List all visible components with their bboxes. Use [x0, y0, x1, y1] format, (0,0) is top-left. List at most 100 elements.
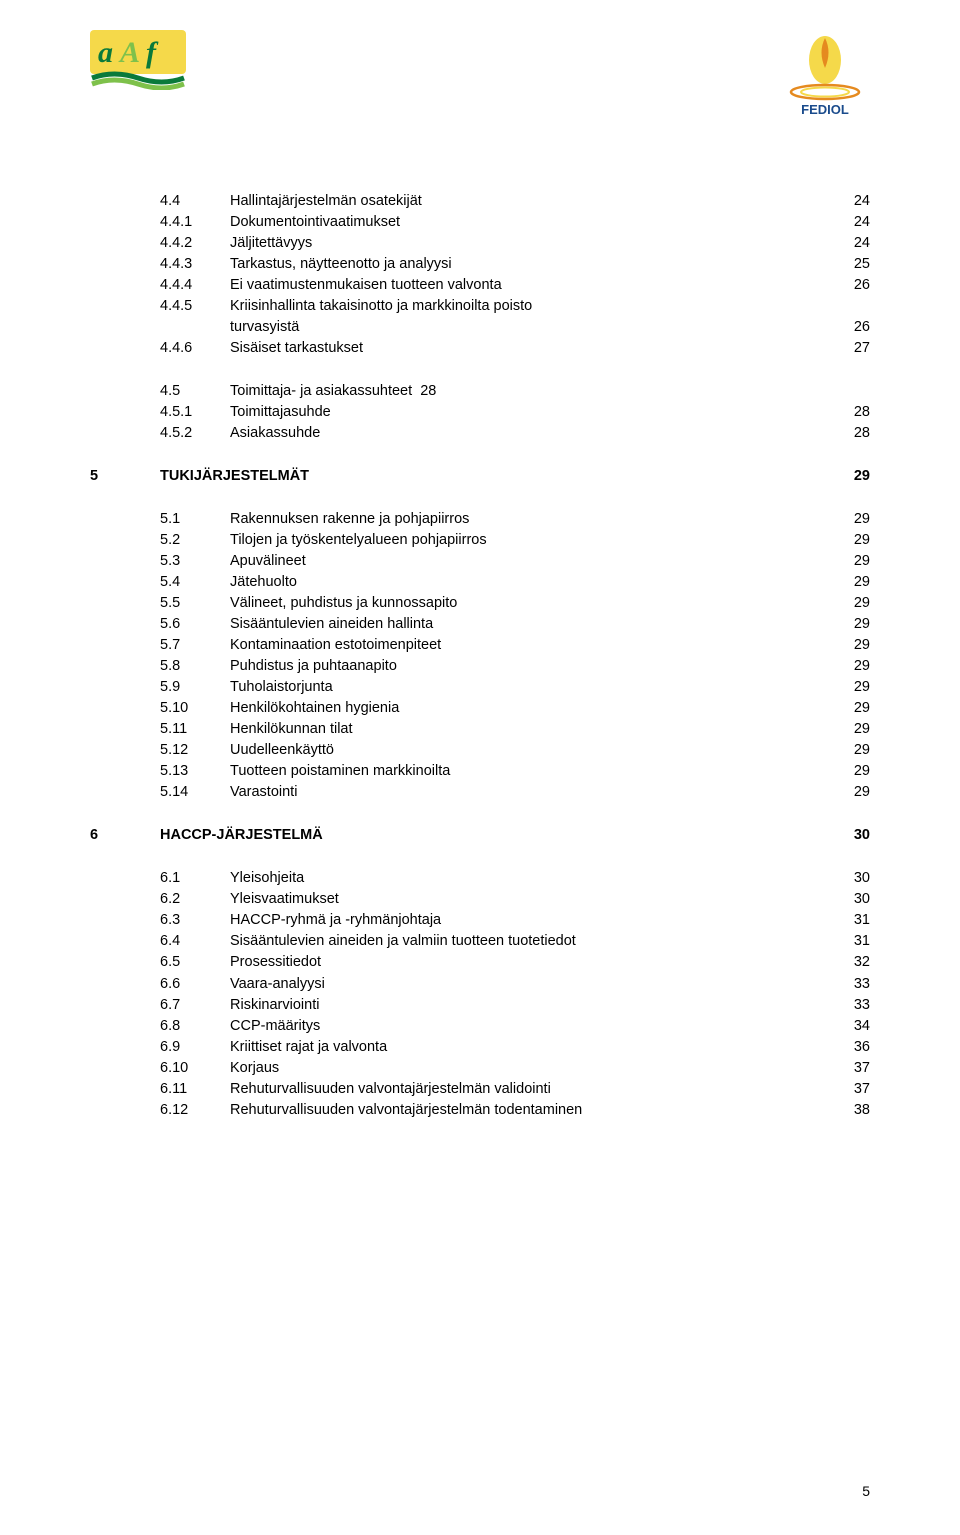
toc-page-number: 29	[834, 530, 870, 551]
toc-title: Tuotteen poistaminen markkinoilta	[230, 761, 834, 782]
svg-text:a: a	[98, 36, 113, 69]
toc-row: 5.7Kontaminaation estotoimenpiteet29	[160, 635, 870, 656]
toc-number: 4.4.1	[160, 212, 230, 233]
toc-title: Rehuturvallisuuden valvontajärjestelmän …	[230, 1079, 834, 1100]
toc-number: 5.3	[160, 551, 230, 572]
toc-title: HACCP-JÄRJESTELMÄ	[160, 825, 834, 846]
toc-page-number: 25	[834, 254, 870, 275]
toc-row: 6.8CCP-määritys34	[160, 1016, 870, 1037]
toc-number: 6.4	[160, 931, 230, 952]
toc-row: 4.4.2Jäljitettävyys24	[160, 233, 870, 254]
toc-number: 4.5	[160, 381, 230, 402]
toc-number: 5.6	[160, 614, 230, 635]
toc-title: Apuvälineet	[230, 551, 834, 572]
toc-number: 5.13	[160, 761, 230, 782]
toc-title: Toimittajasuhde	[230, 402, 834, 423]
toc-number: 4.4.5	[160, 296, 230, 317]
toc-number: 6	[90, 825, 160, 846]
toc-title: Välineet, puhdistus ja kunnossapito	[230, 593, 834, 614]
toc-row: 5.6Sisääntulevien aineiden hallinta29	[160, 614, 870, 635]
toc-title: Toimittaja- ja asiakassuhteet 28	[230, 381, 834, 402]
toc-number: 4.5.2	[160, 423, 230, 444]
toc-page-number: 29	[834, 572, 870, 593]
toc-row: 5.3Apuvälineet29	[160, 551, 870, 572]
toc-row: 6.4Sisääntulevien aineiden ja valmiin tu…	[160, 931, 870, 952]
toc-row: 5.10Henkilökohtainen hygienia29	[160, 698, 870, 719]
toc-page-number: 29	[834, 551, 870, 572]
table-of-contents: 4.4Hallintajärjestelmän osatekijät244.4.…	[90, 191, 870, 1121]
toc-group: 6.1Yleisohjeita306.2Yleisvaatimukset306.…	[90, 868, 870, 1120]
toc-section-heading: 6HACCP-JÄRJESTELMÄ30	[90, 825, 870, 846]
toc-number: 5.11	[160, 719, 230, 740]
toc-row: 5.9Tuholaistorjunta29	[160, 677, 870, 698]
toc-page-number: 24	[834, 212, 870, 233]
toc-row: 6.1Yleisohjeita30	[160, 868, 870, 889]
toc-title: turvasyistä	[230, 317, 834, 338]
toc-page-number: 29	[834, 782, 870, 803]
toc-title: Jäljitettävyys	[230, 233, 834, 254]
toc-number: 5.1	[160, 509, 230, 530]
toc-number: 6.5	[160, 952, 230, 973]
document-page: a A f FEDIOL 4.4Hallintajärjestelmän osa…	[0, 0, 960, 1535]
toc-page-number: 30	[834, 889, 870, 910]
toc-title: Kriittiset rajat ja valvonta	[230, 1037, 834, 1058]
toc-page-number: 26	[834, 317, 870, 338]
toc-row: 4.4.6Sisäiset tarkastukset27	[160, 338, 870, 359]
toc-page-number	[834, 296, 870, 317]
toc-number: 5.10	[160, 698, 230, 719]
toc-page-number: 29	[834, 719, 870, 740]
toc-number: 6.9	[160, 1037, 230, 1058]
toc-number: 4.4.4	[160, 275, 230, 296]
toc-page-number: 28	[834, 423, 870, 444]
toc-title: Jätehuolto	[230, 572, 834, 593]
toc-row: 6.10Korjaus37	[160, 1058, 870, 1079]
toc-row: 6.12Rehuturvallisuuden valvontajärjestel…	[160, 1100, 870, 1121]
toc-number: 6.11	[160, 1079, 230, 1100]
toc-page-number: 29	[834, 698, 870, 719]
toc-number: 5.4	[160, 572, 230, 593]
toc-number: 6.10	[160, 1058, 230, 1079]
toc-title: Vaara-analyysi	[230, 974, 834, 995]
toc-page-number: 29	[834, 635, 870, 656]
toc-page-number: 33	[834, 995, 870, 1016]
toc-page-number: 33	[834, 974, 870, 995]
toc-number: 4.4.2	[160, 233, 230, 254]
toc-number: 5.2	[160, 530, 230, 551]
toc-group: 4.4Hallintajärjestelmän osatekijät244.4.…	[90, 191, 870, 359]
toc-page-number: 29	[834, 614, 870, 635]
toc-title: Yleisohjeita	[230, 868, 834, 889]
aaf-logo: a A f	[90, 30, 186, 95]
toc-number: 6.2	[160, 889, 230, 910]
toc-title: Henkilökohtainen hygienia	[230, 698, 834, 719]
toc-page-number: 27	[834, 338, 870, 359]
toc-number	[160, 317, 230, 338]
toc-row: 6.11Rehuturvallisuuden valvontajärjestel…	[160, 1079, 870, 1100]
toc-title: Henkilökunnan tilat	[230, 719, 834, 740]
toc-page-number: 29	[834, 740, 870, 761]
toc-row: 4.4.5Kriisinhallinta takaisinotto ja mar…	[160, 296, 870, 317]
toc-row: turvasyistä26	[160, 317, 870, 338]
toc-page-number: 29	[834, 593, 870, 614]
toc-row: 4.5.1Toimittajasuhde28	[160, 402, 870, 423]
toc-title: Puhdistus ja puhtaanapito	[230, 656, 834, 677]
toc-page-number: 29	[834, 677, 870, 698]
toc-page-number: 37	[834, 1058, 870, 1079]
toc-row: 6.9Kriittiset rajat ja valvonta36	[160, 1037, 870, 1058]
toc-page-number: 31	[834, 931, 870, 952]
toc-title: Tarkastus, näytteenotto ja analyysi	[230, 254, 834, 275]
toc-row: 5.13Tuotteen poistaminen markkinoilta29	[160, 761, 870, 782]
toc-number: 5.8	[160, 656, 230, 677]
toc-number: 4.4.3	[160, 254, 230, 275]
toc-title: Sisääntulevien aineiden ja valmiin tuott…	[230, 931, 834, 952]
toc-row: 6.5Prosessitiedot32	[160, 952, 870, 973]
toc-title: Rakennuksen rakenne ja pohjapiirros	[230, 509, 834, 530]
toc-page-number: 24	[834, 191, 870, 212]
toc-title: Kriisinhallinta takaisinotto ja markkino…	[230, 296, 834, 317]
toc-title: CCP-määritys	[230, 1016, 834, 1037]
toc-page-number	[834, 381, 870, 402]
toc-page-number: 29	[834, 761, 870, 782]
toc-row: 4.4.1Dokumentointivaatimukset24	[160, 212, 870, 233]
toc-row: 6.3HACCP-ryhmä ja -ryhmänjohtaja31	[160, 910, 870, 931]
toc-row: 6.7Riskinarviointi33	[160, 995, 870, 1016]
toc-page-number: 31	[834, 910, 870, 931]
